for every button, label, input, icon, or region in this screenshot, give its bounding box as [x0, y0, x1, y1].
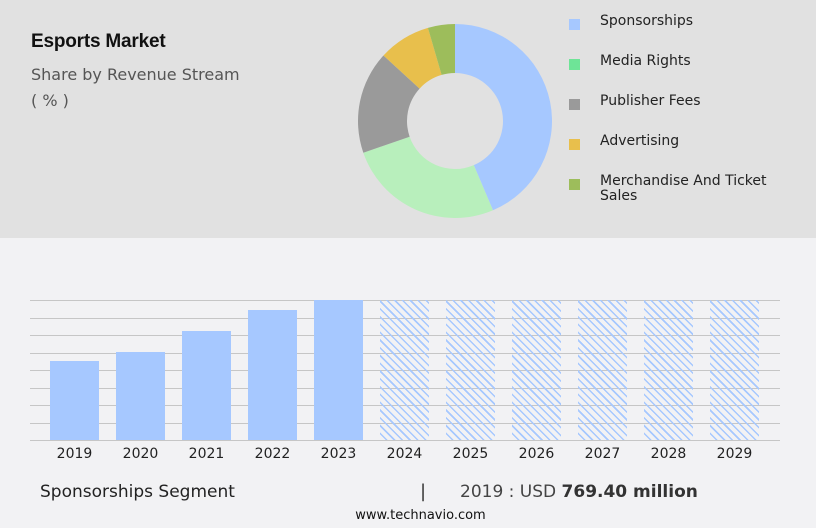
x-axis-label: 2021	[188, 446, 225, 462]
legend-label: Advertising	[600, 133, 680, 149]
bar	[50, 361, 99, 440]
donut-slice	[455, 24, 552, 211]
x-axis-label: 2020	[122, 446, 159, 462]
legend-label: Sponsorships	[600, 13, 694, 29]
bar	[182, 331, 231, 440]
bar	[314, 300, 363, 440]
x-axis-label: 2026	[518, 446, 555, 462]
forecast-bar	[644, 300, 693, 440]
donut-slice	[358, 55, 420, 153]
segment-label: Sponsorships Segment	[40, 482, 235, 502]
legend-label: Media Rights	[600, 53, 691, 69]
legend-swatch-icon	[569, 59, 580, 70]
value-amount: 769.40 million	[561, 482, 698, 502]
chart-subtitle: Share by Revenue Stream ( % )	[31, 62, 291, 114]
legend-item: Sponsorships	[569, 14, 800, 30]
forecast-bar	[578, 300, 627, 440]
bar-chart: 2019 2020 2021 2022 2023 2024 2025 2026 2027 2028…	[0, 238, 816, 478]
bar	[116, 352, 165, 440]
legend-label: Merchandise And Ticket Sales	[600, 173, 767, 204]
separator: |	[420, 481, 427, 502]
legend-swatch-icon	[569, 139, 580, 150]
forecast-bar	[446, 300, 495, 440]
x-axis-label: 2024	[386, 446, 423, 462]
donut-slice	[363, 136, 493, 218]
forecast-bar	[512, 300, 561, 440]
unit-text: ( % )	[31, 91, 69, 110]
donut-slice	[383, 27, 442, 89]
legend-swatch-icon	[569, 179, 580, 190]
bar	[248, 310, 297, 440]
forecast-bar	[380, 300, 429, 440]
forecast-bar	[710, 300, 759, 440]
legend-swatch-icon	[569, 99, 580, 110]
value-prefix: 2019 : USD	[460, 482, 557, 502]
subtitle-text: Share by Revenue Stream	[31, 65, 240, 84]
source-url: www.technavio.com	[355, 508, 486, 523]
legend-item: Advertising	[569, 134, 800, 150]
legend-item: Media Rights	[569, 54, 800, 70]
x-axis-label: 2019	[56, 446, 93, 462]
legend-label: Publisher Fees	[600, 93, 701, 109]
legend-item: Publisher Fees	[569, 94, 800, 110]
gridline	[30, 440, 780, 441]
segment-value: 2019 : USD 769.40 million	[460, 482, 698, 502]
chart-title: Esports Market	[31, 31, 166, 52]
x-axis-label: 2028	[650, 446, 687, 462]
x-axis-label: 2022	[254, 446, 291, 462]
x-axis-label: 2023	[320, 446, 357, 462]
legend-item: Merchandise And Ticket Sales	[569, 174, 800, 204]
x-axis-label: 2025	[452, 446, 489, 462]
top-panel: Esports Market Share by Revenue Stream (…	[0, 0, 816, 238]
donut-chart	[358, 24, 552, 218]
x-axis-label: 2029	[716, 446, 753, 462]
donut-slice	[427, 24, 455, 75]
x-axis-label: 2027	[584, 446, 621, 462]
legend-swatch-icon	[569, 19, 580, 30]
